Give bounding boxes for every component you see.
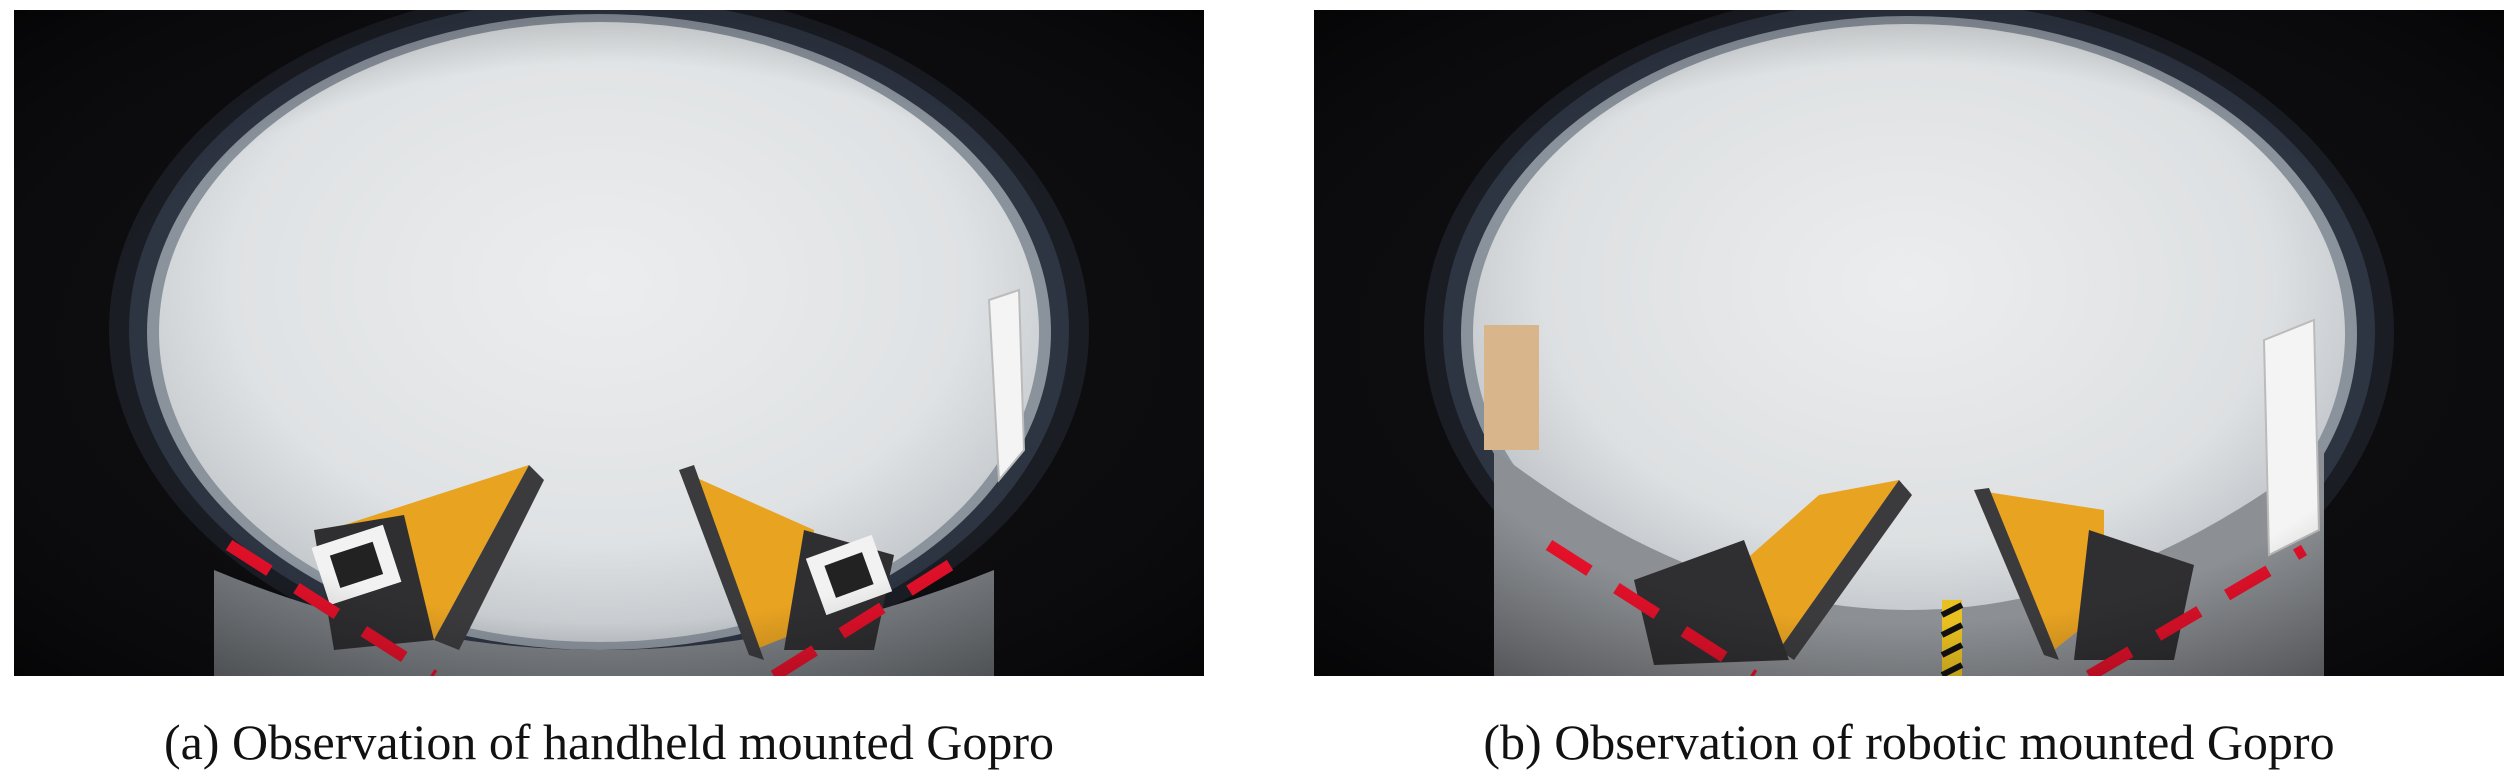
caption-handheld: (a) Observation of handheld mounted Gopr… [163,714,1055,770]
handheld-gopro-image [14,10,1204,676]
caption-robotic: (b) Observation of robotic mounted Gopro [1483,714,2335,770]
robotic-gopro-image [1314,10,2504,676]
